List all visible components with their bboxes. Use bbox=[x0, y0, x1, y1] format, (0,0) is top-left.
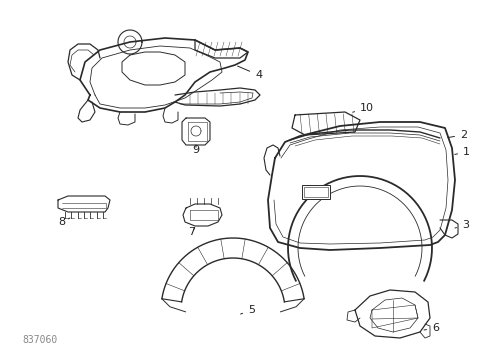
Text: 9: 9 bbox=[193, 145, 199, 155]
Text: 7: 7 bbox=[189, 227, 196, 237]
Text: 8: 8 bbox=[58, 217, 70, 227]
Text: 2: 2 bbox=[448, 130, 467, 140]
Text: 4: 4 bbox=[238, 66, 262, 80]
Text: 3: 3 bbox=[455, 220, 469, 230]
Text: 6: 6 bbox=[424, 323, 439, 333]
Text: 837060: 837060 bbox=[22, 335, 57, 345]
Text: 1: 1 bbox=[455, 147, 470, 157]
Bar bbox=[302, 185, 330, 199]
Text: 10: 10 bbox=[353, 103, 374, 113]
Bar bbox=[304, 187, 328, 197]
Text: 5: 5 bbox=[241, 305, 255, 315]
